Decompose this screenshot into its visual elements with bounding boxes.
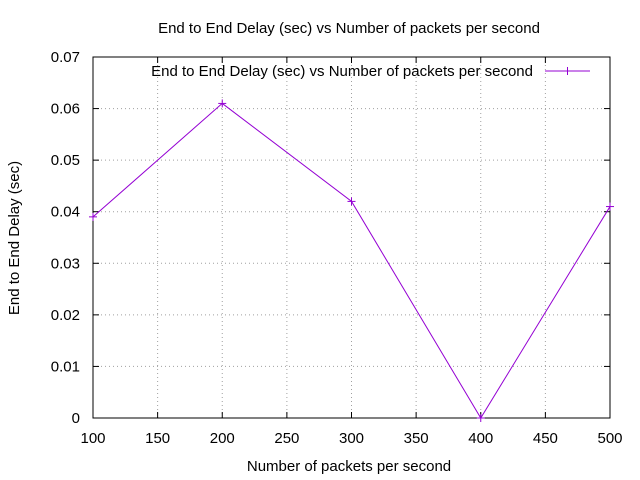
- data-point-marker: [347, 197, 356, 206]
- data-point-marker: [218, 99, 227, 108]
- grid-lines: [92, 56, 611, 419]
- x-tick-label: 500: [597, 430, 622, 447]
- y-tick-label: 0.07: [51, 49, 80, 66]
- x-tick-label: 350: [404, 430, 429, 447]
- y-axis-tick-labels: 0 0.01 0.02 0.03 0.04 0.05 0.06 0.07: [51, 49, 80, 427]
- data-point-marker: [476, 414, 485, 422]
- x-tick-label: 100: [80, 430, 105, 447]
- data-point-marker: [89, 212, 97, 221]
- legend-marker: [563, 67, 572, 75]
- x-axis-tick-labels: 100 150 200 250 300 350 400 450 500: [80, 430, 622, 447]
- y-tick-label: 0.04: [51, 204, 80, 221]
- series-layer: [89, 99, 614, 422]
- y-tick-label: 0.06: [51, 101, 80, 118]
- y-tick-label: 0.01: [51, 358, 80, 375]
- x-tick-label: 300: [339, 430, 364, 447]
- y-tick-label: 0.03: [51, 255, 80, 272]
- chart-title: End to End Delay (sec) vs Number of pack…: [158, 20, 540, 37]
- legend-label: End to End Delay (sec) vs Number of pack…: [151, 63, 533, 80]
- x-tick-label: 150: [145, 430, 170, 447]
- series-line: [92, 102, 611, 419]
- x-tick-label: 450: [533, 430, 558, 447]
- legend: End to End Delay (sec) vs Number of pack…: [151, 63, 590, 80]
- y-tick-label: 0.02: [51, 307, 80, 324]
- y-tick-label: 0.05: [51, 152, 80, 169]
- x-axis-label: Number of packets per second: [247, 458, 451, 475]
- x-tick-label: 400: [468, 430, 493, 447]
- x-tick-label: 200: [210, 430, 235, 447]
- y-tick-label: 0: [72, 410, 80, 427]
- data-point-marker: [606, 202, 614, 211]
- x-tick-label: 250: [274, 430, 299, 447]
- y-axis-label: End to End Delay (sec): [6, 161, 23, 315]
